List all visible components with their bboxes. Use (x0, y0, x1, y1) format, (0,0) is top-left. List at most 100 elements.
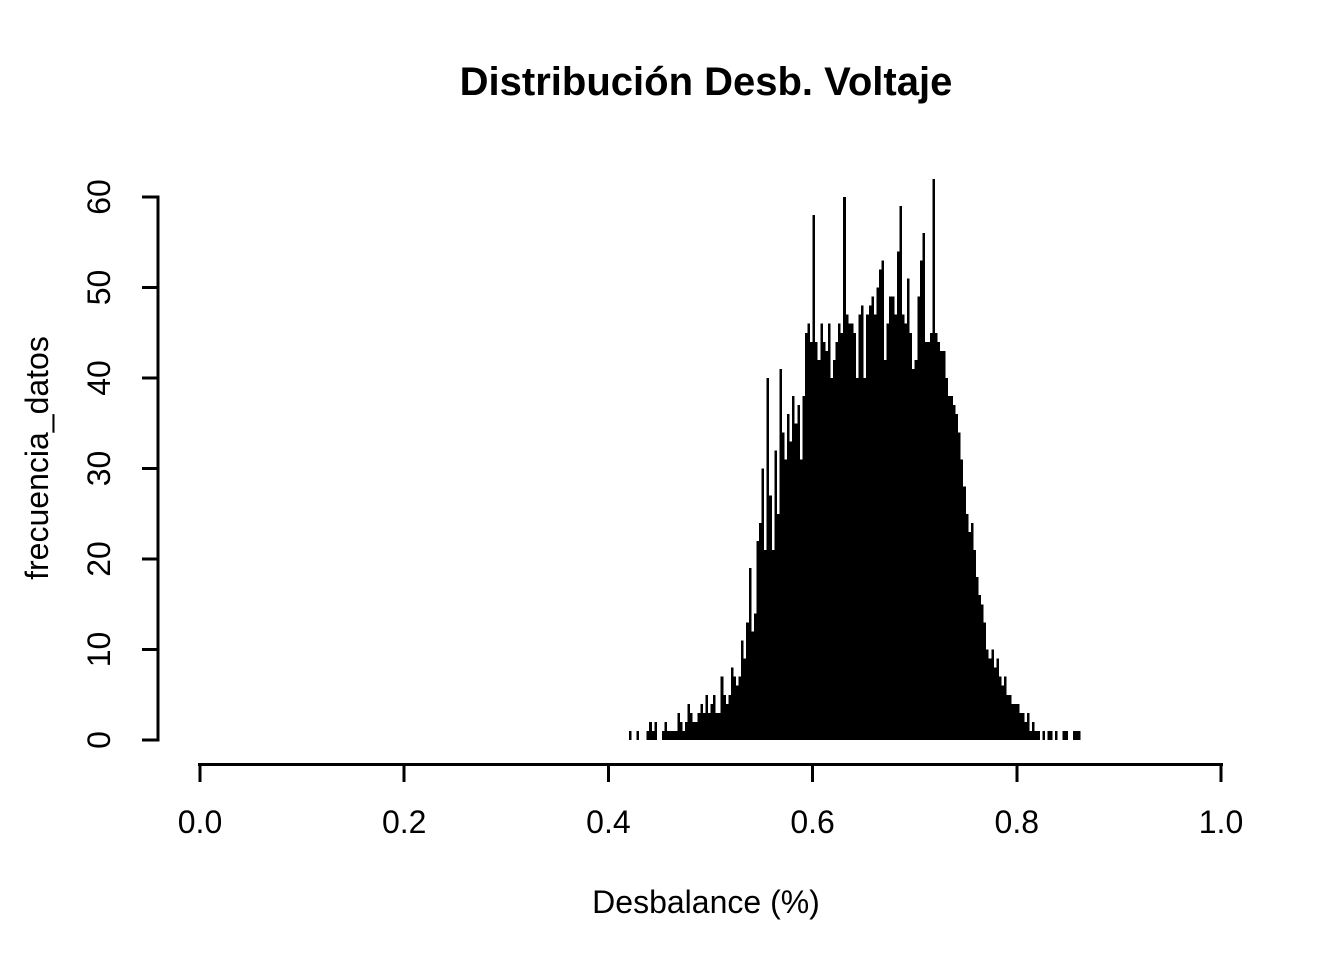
histogram-bar (830, 378, 834, 740)
histogram-bar (667, 730, 670, 740)
histogram-bar (884, 359, 887, 740)
histogram-bar (955, 414, 959, 740)
histogram-bar (1037, 730, 1040, 740)
histogram-bar (894, 314, 897, 740)
histogram-bar (723, 694, 726, 740)
histogram-bar (700, 703, 703, 740)
histogram-bar (710, 703, 714, 740)
histogram-bar (1049, 730, 1053, 740)
histogram-bar (942, 350, 946, 740)
histogram-bar (886, 323, 890, 740)
y-tick-label: 40 (81, 360, 117, 396)
histogram-bar (1009, 694, 1012, 740)
histogram-bar (1027, 712, 1030, 740)
x-tick-label: 0.0 (178, 804, 222, 840)
histogram-bar (845, 314, 849, 740)
histogram-bar (761, 468, 765, 740)
histogram-bar (993, 667, 997, 740)
histogram-bar (978, 595, 982, 740)
histogram-bar (973, 549, 976, 740)
histogram-bars (628, 178, 1081, 741)
histogram-bar (781, 432, 785, 740)
histogram-bar (725, 703, 729, 740)
histogram-bar (646, 730, 650, 740)
histogram-bar (679, 721, 683, 740)
histogram-bar (672, 730, 675, 740)
histogram-bar (802, 396, 805, 740)
histogram-bar (1055, 730, 1058, 740)
histogram-bar (935, 332, 938, 740)
histogram-bar (713, 694, 716, 740)
histogram-bar (662, 730, 665, 740)
histogram-bar (807, 323, 811, 740)
histogram-bar (1034, 730, 1038, 740)
y-tick-label: 20 (81, 541, 117, 577)
histogram-bar (991, 649, 994, 740)
histogram-bar (697, 712, 701, 740)
histogram-bar (707, 712, 711, 740)
histogram-bar (1021, 712, 1025, 740)
histogram-bar (1024, 721, 1028, 740)
histogram-bar (654, 721, 657, 740)
histogram-bar (730, 667, 734, 740)
x-tick-label: 0.8 (995, 804, 1039, 840)
histogram-bar (970, 522, 974, 740)
histogram-bar (878, 269, 882, 740)
histogram-bar (797, 405, 800, 740)
histogram-bar (981, 604, 984, 740)
histogram-bar (958, 432, 961, 740)
histogram-bar (1016, 703, 1020, 740)
x-tick-label: 0.6 (790, 804, 834, 840)
histogram-bar (952, 405, 956, 740)
histogram-bar (1072, 730, 1076, 740)
histogram-bar (804, 332, 808, 740)
histogram-bar (1032, 721, 1035, 740)
histogram-bar (998, 676, 1002, 740)
histogram-bar (904, 323, 908, 740)
histogram-bar (690, 712, 693, 740)
histogram-bar (1014, 703, 1017, 740)
histogram-bar (792, 396, 795, 740)
histogram-bar (669, 730, 673, 740)
histogram-bar (695, 721, 698, 740)
histogram-bar (787, 414, 790, 740)
histogram-bar (812, 215, 816, 741)
histogram-bar (664, 721, 668, 740)
histogram-bar (876, 287, 879, 740)
histogram-bar (881, 260, 885, 740)
histogram-bar (720, 676, 724, 740)
histogram-bar (927, 341, 931, 740)
histogram-bar (858, 314, 862, 740)
x-axis: 0.0 0.2 0.4 0.6 0.8 1.0 (178, 763, 1243, 840)
histogram-bar (965, 513, 969, 740)
histogram-bar (891, 296, 895, 740)
histogram-bar (853, 332, 856, 740)
histogram-bar (940, 350, 943, 740)
histogram-bar (1011, 703, 1015, 740)
histogram-bar (774, 450, 777, 740)
histogram-bar (871, 296, 874, 740)
histogram-bar (1019, 712, 1022, 740)
x-tick-label: 0.4 (586, 804, 630, 840)
histogram-bar (855, 378, 859, 740)
histogram-bar (1078, 730, 1081, 740)
histogram-bar (840, 332, 844, 740)
histogram-bar (975, 577, 979, 740)
histogram-bar (810, 341, 813, 740)
histogram-bar (833, 359, 836, 740)
histogram-bar (896, 251, 900, 741)
histogram-bar (651, 730, 655, 740)
histogram-bar (848, 323, 851, 740)
histogram-bar (748, 568, 752, 740)
histogram-bar (815, 341, 818, 740)
histogram-bar (968, 531, 971, 740)
histogram-bar (820, 323, 823, 740)
histogram-bar (746, 622, 749, 740)
histogram-bar (827, 323, 831, 740)
histogram-bar (753, 613, 757, 740)
histogram-bar (715, 712, 719, 740)
histogram-bar (677, 712, 680, 740)
histogram-bar (776, 513, 780, 740)
y-tick-label: 10 (81, 632, 117, 668)
